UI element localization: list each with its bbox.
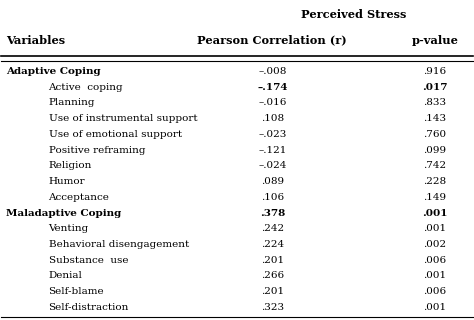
Text: .143: .143 [423,114,447,123]
Text: .228: .228 [423,177,447,186]
Text: –.023: –.023 [258,130,286,139]
Text: .916: .916 [423,67,447,76]
Text: .001: .001 [423,224,447,233]
Text: .201: .201 [261,287,284,296]
Text: Planning: Planning [48,99,95,108]
Text: .106: .106 [261,193,284,202]
Text: –.121: –.121 [258,146,286,155]
Text: .006: .006 [423,287,447,296]
Text: Acceptance: Acceptance [48,193,109,202]
Text: Use of emotional support: Use of emotional support [48,130,182,139]
Text: .378: .378 [260,209,285,218]
Text: –.008: –.008 [258,67,286,76]
Text: .089: .089 [261,177,284,186]
Text: Active  coping: Active coping [48,83,123,92]
Text: .099: .099 [423,146,447,155]
Text: .017: .017 [422,83,447,92]
Text: .149: .149 [423,193,447,202]
Text: .323: .323 [261,303,284,312]
Text: .760: .760 [423,130,447,139]
Text: .201: .201 [261,256,284,265]
Text: –.024: –.024 [258,161,286,170]
Text: Denial: Denial [48,271,82,280]
Text: Behavioral disengagement: Behavioral disengagement [48,240,189,249]
Text: .108: .108 [261,114,284,123]
Text: Substance  use: Substance use [48,256,128,265]
Text: Humor: Humor [48,177,85,186]
Text: Self-blame: Self-blame [48,287,104,296]
Text: Positive reframing: Positive reframing [48,146,145,155]
Text: Venting: Venting [48,224,89,233]
Text: Pearson Correlation (r): Pearson Correlation (r) [198,35,347,46]
Text: Variables: Variables [6,35,65,46]
Text: Religion: Religion [48,161,92,170]
Text: Self-distraction: Self-distraction [48,303,129,312]
Text: .833: .833 [423,99,447,108]
Text: Maladaptive Coping: Maladaptive Coping [6,209,121,218]
Text: .001: .001 [423,303,447,312]
Text: .001: .001 [422,209,447,218]
Text: .742: .742 [423,161,447,170]
Text: Adaptive Coping: Adaptive Coping [6,67,101,76]
Text: .001: .001 [423,271,447,280]
Text: .224: .224 [261,240,284,249]
Text: –.016: –.016 [258,99,286,108]
Text: –.174: –.174 [257,83,288,92]
Text: Use of instrumental support: Use of instrumental support [48,114,197,123]
Text: .006: .006 [423,256,447,265]
Text: Perceived Stress: Perceived Stress [301,9,406,20]
Text: p-value: p-value [411,35,458,46]
Text: .002: .002 [423,240,447,249]
Text: .242: .242 [261,224,284,233]
Text: .266: .266 [261,271,284,280]
